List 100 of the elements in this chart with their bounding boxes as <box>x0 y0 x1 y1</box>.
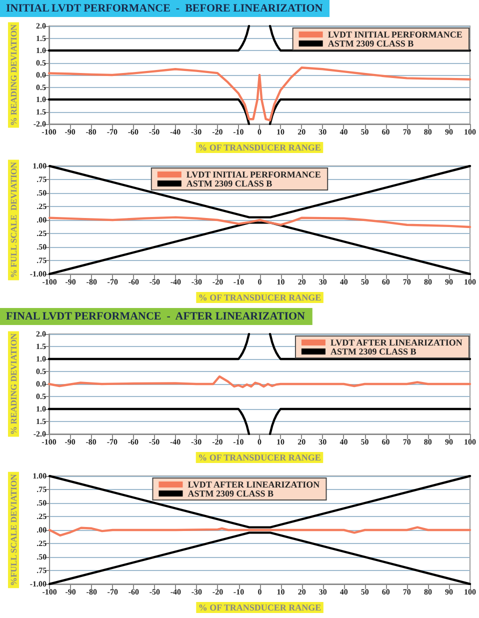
x-tick-label: 90 <box>444 588 453 596</box>
x-tick-label: 40 <box>340 438 348 446</box>
y-tick-label: .50 <box>36 552 47 562</box>
x-tick-label: 10 <box>276 438 285 446</box>
legend-label: ASTM 2309 CLASS B <box>188 488 274 498</box>
x-tick-label: 0 <box>258 588 262 596</box>
x-tick-label: -80 <box>86 278 97 286</box>
x-tick-label: 90 <box>444 438 453 446</box>
x-tick-label: -40 <box>170 278 182 286</box>
x-tick-label: -40 <box>170 438 181 446</box>
x-tick-label: -90 <box>64 438 76 446</box>
x-tick-label: -30 <box>191 128 202 136</box>
x-tick-label: 30 <box>318 278 327 286</box>
x-tick-label: -50 <box>149 588 160 596</box>
y-tick-label: 1.5 <box>36 417 46 426</box>
x-tick-label: 50 <box>360 438 369 446</box>
y-tick-label: .25 <box>36 229 47 238</box>
y-tick-label: 1.5 <box>36 342 46 351</box>
x-tick-label: 10 <box>276 128 285 136</box>
y-tick-label: 2.0 <box>36 330 46 338</box>
y-tick-label: .50 <box>36 242 47 252</box>
y-axis-title: % READING DEVIATION <box>8 23 18 126</box>
line-series <box>48 526 472 536</box>
x-tick-label: 60 <box>382 128 390 136</box>
x-tick-label: 40 <box>340 128 348 136</box>
x-tick-label: -60 <box>128 588 139 596</box>
line-series <box>48 216 472 228</box>
x-tick-label: -80 <box>86 128 96 136</box>
x-tick-label: -10 <box>233 588 244 596</box>
x-tick-label: 20 <box>298 588 306 596</box>
y-tick-label: .25 <box>36 539 47 548</box>
x-tick-label: 100 <box>464 588 476 596</box>
x-tick-label: 60 <box>382 278 390 286</box>
x-tick-label: -100 <box>42 588 57 596</box>
y-tick-label: .50 <box>36 498 47 508</box>
y-tick-label: -1.00 <box>30 580 47 588</box>
x-tick-label: 0 <box>258 438 262 446</box>
x-tick-label: -90 <box>65 278 76 286</box>
x-tick-label: -100 <box>42 128 56 136</box>
x-tick-label: -10 <box>233 438 244 446</box>
y-tick-label: 1.5 <box>36 107 46 116</box>
x-tick-label: -20 <box>212 438 223 446</box>
x-tick-label: -20 <box>212 588 224 596</box>
x-tick-label: -60 <box>128 438 139 446</box>
x-tick-label: 0 <box>258 128 262 136</box>
x-tick-label: 80 <box>424 278 432 286</box>
y-tick-label: 1.0 <box>36 46 46 55</box>
y-tick-label: 1.0 <box>36 404 46 414</box>
legend-label: ASTM 2309 CLASS B <box>330 346 416 356</box>
x-tick-label: 40 <box>340 278 348 286</box>
x-tick-label: -90 <box>64 128 76 136</box>
y-axis-title: %FULL SCALE DEVIATION <box>8 473 18 586</box>
y-tick-label: 2.0 <box>36 22 46 30</box>
line-series <box>48 66 472 122</box>
x-tick-label: 60 <box>382 588 390 596</box>
x-tick-label: 100 <box>464 128 476 136</box>
x-tick-label: 20 <box>298 278 306 286</box>
x-tick-label: 50 <box>360 128 369 136</box>
x-tick-label: 50 <box>360 278 369 286</box>
legend-label: ASTM 2309 CLASS B <box>186 178 272 188</box>
x-tick-label: 80 <box>424 128 432 136</box>
y-tick-label: 1.00 <box>32 162 47 170</box>
y-tick-label: 0.5 <box>36 58 46 68</box>
x-tick-label: 50 <box>360 588 369 596</box>
x-tick-label: -60 <box>128 128 139 136</box>
y-tick-label: 0.0 <box>36 380 46 388</box>
y-axis-title: % FULL SCALE DEVIATION <box>8 161 18 278</box>
x-tick-label: -40 <box>170 588 182 596</box>
y-tick-label: .75 <box>36 175 47 184</box>
y-tick-label: 0.5 <box>36 392 46 401</box>
x-tick-label: -30 <box>191 278 202 286</box>
y-tick-label: .75 <box>36 566 47 575</box>
x-tick-label: 20 <box>298 128 306 136</box>
y-tick-label: .50 <box>36 188 47 198</box>
x-tick-label: -20 <box>212 128 223 136</box>
x-tick-label: 70 <box>402 588 411 596</box>
x-tick-label: 100 <box>464 278 476 286</box>
y-tick-label: 0.5 <box>36 367 46 376</box>
x-tick-label: -80 <box>86 588 97 596</box>
x-tick-label: -60 <box>128 278 139 286</box>
x-tick-label: -100 <box>42 278 57 286</box>
x-axis-title: % OF TRANSDUCER RANGE <box>198 292 322 302</box>
x-tick-label: -30 <box>191 588 202 596</box>
x-tick-label: -50 <box>149 278 160 286</box>
x-tick-label: 30 <box>318 438 327 446</box>
y-tick-label: 1.0 <box>36 95 46 104</box>
x-tick-label: 80 <box>424 438 432 446</box>
x-axis-title: % OF TRANSDUCER RANGE <box>198 602 322 612</box>
y-tick-label: .00 <box>36 216 47 224</box>
x-axis-title: % OF TRANSDUCER RANGE <box>198 142 321 152</box>
y-tick-label: .00 <box>36 526 47 534</box>
x-tick-label: -10 <box>233 128 244 136</box>
y-tick-label: .75 <box>36 256 47 265</box>
x-tick-label: 40 <box>340 588 348 596</box>
x-tick-label: 10 <box>276 278 285 286</box>
x-tick-label: 10 <box>276 588 285 596</box>
x-tick-label: -100 <box>42 438 56 446</box>
x-tick-label: 0 <box>258 278 262 286</box>
y-tick-label: .25 <box>36 202 47 211</box>
x-tick-label: 60 <box>382 438 390 446</box>
